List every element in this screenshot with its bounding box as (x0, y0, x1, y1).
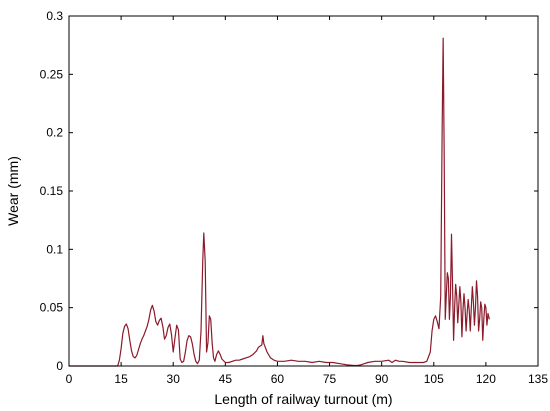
y-tick-label: 0.1 (46, 242, 63, 256)
y-tick-label: 0.3 (46, 9, 63, 23)
y-axis-label: Wear (mm) (5, 156, 21, 226)
ticks-layer: 0 15 30 45 60 75 90 105 120 135 0 0.05 0.1 0.15 0.2 0.2… (40, 9, 549, 386)
x-tick-label: 75 (323, 372, 337, 386)
x-tick-label: 105 (424, 372, 444, 386)
x-tick-label: 90 (375, 372, 389, 386)
series-layer (69, 37, 490, 367)
y-tick-label: 0 (56, 359, 63, 373)
y-tick-label: 0.15 (40, 184, 64, 198)
x-tick-label: 15 (114, 372, 128, 386)
x-tick-label: 0 (66, 372, 73, 386)
plot-area-frame (68, 15, 539, 367)
x-tick-label: 135 (528, 372, 548, 386)
x-tick-label: 30 (167, 372, 181, 386)
y-tick-label: 0.05 (40, 301, 64, 315)
x-axis-label: Length of railway turnout (m) (214, 391, 392, 407)
y-tick-label: 0.25 (40, 67, 64, 81)
x-tick-label: 45 (219, 372, 233, 386)
wear-series-line (69, 37, 490, 367)
y-tick-label: 0.2 (46, 126, 63, 140)
x-tick-label: 120 (476, 372, 496, 386)
x-tick-label: 60 (271, 372, 285, 386)
